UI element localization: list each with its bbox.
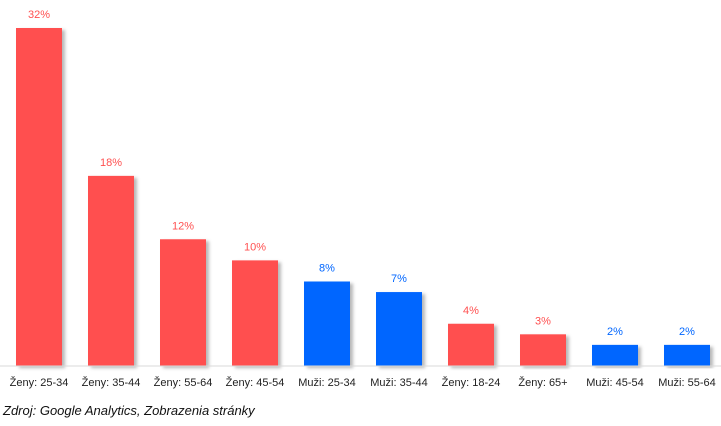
category-label-6: Ženy: 18-24 (442, 376, 501, 389)
bar-4 (304, 281, 350, 366)
bar-5 (376, 292, 422, 366)
bar-6 (448, 323, 494, 366)
category-label-7: Ženy: 65+ (518, 376, 567, 389)
category-label-8: Muži: 45-54 (586, 377, 643, 389)
data-label-1: 18% (100, 157, 122, 169)
data-label-8: 2% (607, 326, 623, 338)
category-label-0: Ženy: 25-34 (10, 376, 69, 389)
bar-9 (664, 344, 710, 366)
bar-7 (520, 334, 566, 366)
bar-8 (592, 344, 638, 366)
data-label-3: 10% (244, 241, 266, 253)
data-label-5: 7% (391, 273, 407, 285)
bar-2 (160, 239, 206, 366)
source-note: Zdroj: Google Analytics, Zobrazenia strá… (3, 403, 255, 418)
data-label-2: 12% (172, 220, 194, 232)
data-label-9: 2% (679, 326, 695, 338)
bar-1 (88, 175, 134, 366)
data-label-0: 32% (28, 9, 50, 21)
bar-chart: 32% Ženy: 25-34 18% Ženy: 35-44 12% Ženy: 55-… (0, 9, 721, 389)
category-label-4: Muži: 25-34 (298, 377, 355, 389)
category-label-9: Muži: 55-64 (658, 377, 715, 389)
category-label-3: Ženy: 45-54 (226, 376, 285, 389)
data-label-4: 8% (319, 263, 335, 275)
bar-3 (232, 260, 278, 366)
category-label-2: Ženy: 55-64 (154, 376, 213, 389)
data-label-6: 4% (463, 305, 479, 317)
data-label-7: 3% (535, 315, 551, 327)
category-label-1: Ženy: 35-44 (82, 376, 141, 389)
category-label-5: Muži: 35-44 (370, 377, 427, 389)
bar-0 (16, 28, 62, 366)
